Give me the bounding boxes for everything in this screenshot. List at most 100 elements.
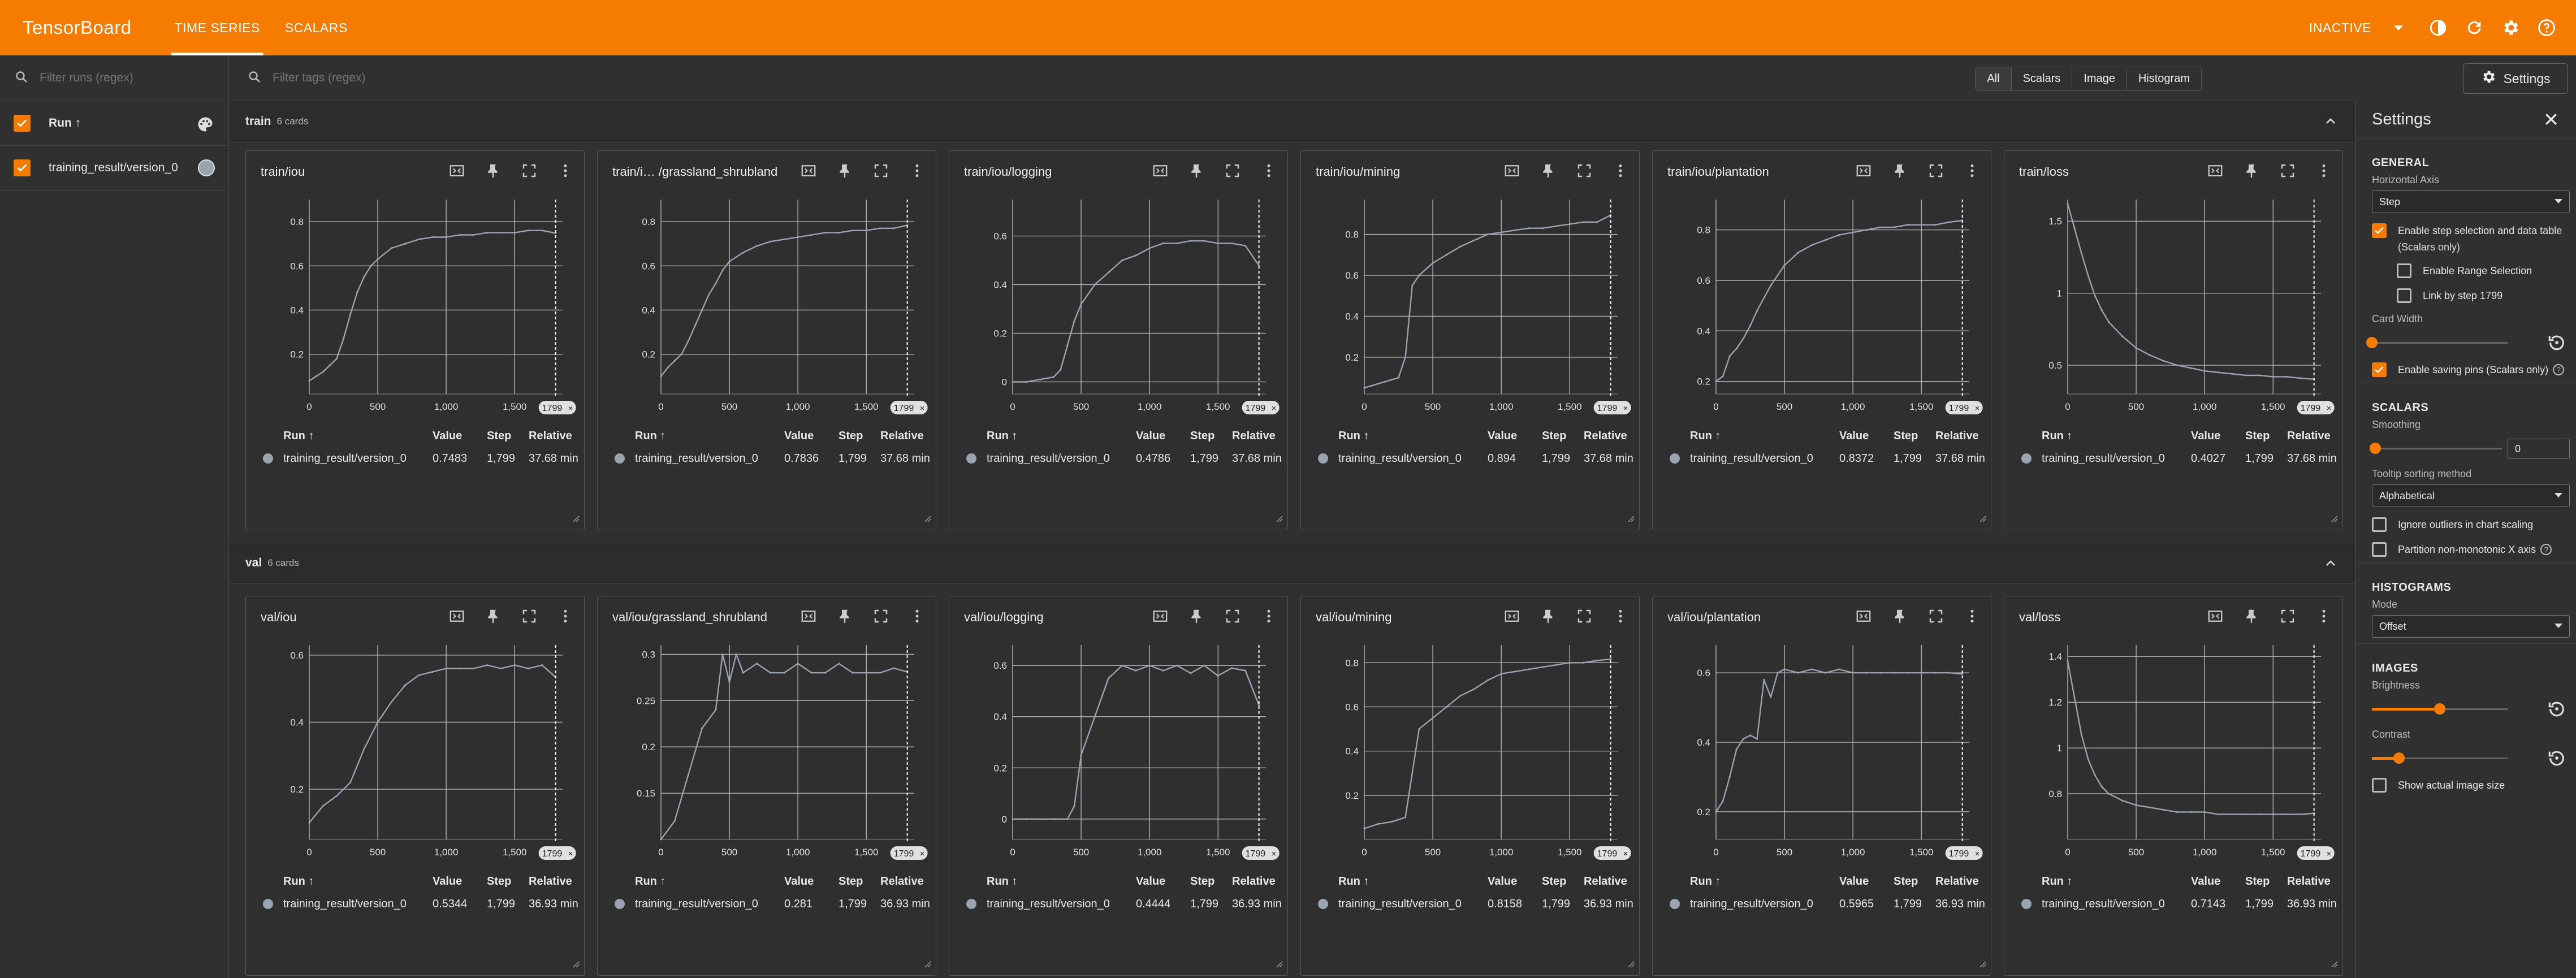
col-relative[interactable]: Relative bbox=[529, 875, 572, 888]
col-value[interactable]: Value bbox=[2191, 875, 2221, 888]
close-icon[interactable]: × bbox=[1623, 849, 1628, 859]
col-relative[interactable]: Relative bbox=[1232, 875, 1276, 888]
card-width-slider[interactable] bbox=[2366, 333, 2570, 355]
pin-icon[interactable] bbox=[835, 161, 854, 180]
col-value[interactable]: Value bbox=[1488, 429, 1518, 442]
pin-icon[interactable] bbox=[483, 161, 503, 180]
close-icon[interactable] bbox=[2543, 111, 2560, 132]
fit-domain-icon[interactable] bbox=[1502, 607, 1522, 626]
close-icon[interactable]: × bbox=[1623, 404, 1628, 413]
step-marker-chip[interactable] bbox=[1945, 846, 1983, 860]
fit-domain-icon[interactable] bbox=[447, 607, 466, 626]
help-icon[interactable]: ? bbox=[2540, 544, 2552, 555]
col-run[interactable]: Run ↑ bbox=[2042, 875, 2073, 888]
fit-domain-icon[interactable] bbox=[799, 607, 818, 626]
help-icon[interactable]: ? bbox=[2553, 364, 2565, 375]
line-chart[interactable]: 0.2 0.4 0.6 0.8 0 500 1,000 1,500 1799 × bbox=[1301, 637, 1639, 863]
col-relative[interactable]: Relative bbox=[2287, 875, 2331, 888]
resize-handle-icon[interactable] bbox=[922, 959, 931, 971]
col-value[interactable]: Value bbox=[784, 429, 814, 442]
more-vert-icon[interactable] bbox=[1963, 607, 1982, 626]
pin-icon[interactable] bbox=[1890, 607, 1909, 626]
fullscreen-icon[interactable] bbox=[1223, 607, 1242, 626]
tab-time-series[interactable]: TIME SERIES bbox=[171, 0, 263, 55]
fullscreen-icon[interactable] bbox=[1575, 161, 1594, 180]
col-step[interactable]: Step bbox=[487, 875, 512, 888]
more-vert-icon[interactable] bbox=[907, 161, 927, 180]
resize-handle-icon[interactable] bbox=[1626, 513, 1635, 525]
step-marker-chip[interactable] bbox=[890, 401, 928, 414]
settings-icon[interactable] bbox=[2499, 16, 2522, 39]
contrast-slider[interactable] bbox=[2372, 748, 2570, 768]
more-vert-icon[interactable] bbox=[1611, 607, 1630, 626]
pin-icon[interactable] bbox=[1890, 161, 1909, 180]
col-relative[interactable]: Relative bbox=[1232, 429, 1276, 442]
group-header-train[interactable]: train 6 cards bbox=[230, 101, 2355, 142]
smoothing-input[interactable]: 0 bbox=[2508, 439, 2570, 459]
partition-checkbox[interactable] bbox=[2372, 542, 2387, 557]
close-icon[interactable]: × bbox=[1272, 849, 1277, 859]
step-marker-chip[interactable] bbox=[2297, 401, 2335, 414]
status-dropdown[interactable]: INACTIVE bbox=[2309, 20, 2403, 36]
close-icon[interactable]: × bbox=[920, 404, 925, 413]
slider-knob[interactable] bbox=[2366, 337, 2378, 348]
step-marker-chip[interactable] bbox=[1593, 846, 1631, 860]
pin-icon[interactable] bbox=[2242, 161, 2261, 180]
filter-histogram[interactable]: Histogram bbox=[2126, 67, 2201, 90]
tab-scalars[interactable]: SCALARS bbox=[284, 20, 348, 35]
close-icon[interactable]: × bbox=[1272, 404, 1277, 413]
pin-icon[interactable] bbox=[483, 607, 503, 626]
col-value[interactable]: Value bbox=[1488, 875, 1518, 888]
ignore-outliers-checkbox[interactable] bbox=[2372, 517, 2387, 532]
col-run[interactable]: Run ↑ bbox=[635, 875, 666, 888]
reset-icon[interactable] bbox=[2547, 699, 2566, 721]
line-chart[interactable]: 0.2 0.4 0.6 0.8 0 500 1,000 1,500 1799 × bbox=[598, 192, 936, 418]
horizontal-axis-select[interactable]: Step bbox=[2372, 191, 2570, 213]
col-value[interactable]: Value bbox=[784, 875, 814, 888]
fit-domain-icon[interactable] bbox=[1502, 161, 1522, 180]
more-vert-icon[interactable] bbox=[2314, 161, 2333, 180]
fit-domain-icon[interactable] bbox=[447, 161, 466, 180]
step-marker-chip[interactable] bbox=[2297, 846, 2335, 860]
close-icon[interactable]: × bbox=[2327, 404, 2332, 413]
col-run[interactable]: Run ↑ bbox=[2042, 429, 2073, 442]
settings-toggle-button[interactable]: Settings bbox=[2463, 63, 2568, 94]
fullscreen-icon[interactable] bbox=[1575, 607, 1594, 626]
dark-mode-icon[interactable] bbox=[2427, 16, 2449, 39]
partition-option[interactable]: Partition non-monotonic X axis? bbox=[2372, 542, 2576, 557]
pin-icon[interactable] bbox=[835, 607, 854, 626]
link-by-step-checkbox[interactable] bbox=[2397, 288, 2411, 303]
more-vert-icon[interactable] bbox=[1259, 161, 1278, 180]
line-chart[interactable]: 0.2 0.4 0.6 0.8 0 500 1,000 1,500 1799 × bbox=[246, 192, 584, 418]
step-marker-chip[interactable] bbox=[538, 401, 576, 414]
fullscreen-icon[interactable] bbox=[520, 607, 539, 626]
pin-icon[interactable] bbox=[1538, 607, 1558, 626]
col-relative[interactable]: Relative bbox=[880, 875, 924, 888]
pin-icon[interactable] bbox=[1187, 161, 1206, 180]
reset-icon[interactable] bbox=[2547, 333, 2566, 355]
col-relative[interactable]: Relative bbox=[880, 429, 924, 442]
close-icon[interactable]: × bbox=[2327, 849, 2332, 859]
reset-icon[interactable] bbox=[2547, 748, 2566, 771]
run-row[interactable]: training_result/version_0 bbox=[0, 146, 228, 191]
enable-saving-pins-checkbox[interactable] bbox=[2372, 362, 2387, 377]
fit-domain-icon[interactable] bbox=[1854, 607, 1873, 626]
col-step[interactable]: Step bbox=[487, 429, 512, 442]
step-marker-chip[interactable] bbox=[1242, 401, 1280, 414]
pin-icon[interactable] bbox=[2242, 607, 2261, 626]
col-relative[interactable]: Relative bbox=[2287, 429, 2331, 442]
resize-handle-icon[interactable] bbox=[1626, 959, 1635, 971]
more-vert-icon[interactable] bbox=[1611, 161, 1630, 180]
col-relative[interactable]: Relative bbox=[529, 429, 572, 442]
fit-domain-icon[interactable] bbox=[2206, 607, 2225, 626]
chevron-up-icon[interactable] bbox=[2324, 115, 2337, 131]
col-step[interactable]: Step bbox=[1894, 429, 1918, 442]
fullscreen-icon[interactable] bbox=[1926, 161, 1946, 180]
select-all-checkbox[interactable] bbox=[14, 115, 31, 132]
more-vert-icon[interactable] bbox=[1963, 161, 1982, 180]
more-vert-icon[interactable] bbox=[556, 161, 575, 180]
palette-icon[interactable] bbox=[197, 116, 214, 136]
filter-all[interactable]: All bbox=[1976, 67, 2011, 90]
col-run[interactable]: Run ↑ bbox=[283, 875, 314, 888]
line-chart[interactable]: 0.2 0.4 0.6 0 500 1,000 1,500 1799 × bbox=[246, 637, 584, 863]
